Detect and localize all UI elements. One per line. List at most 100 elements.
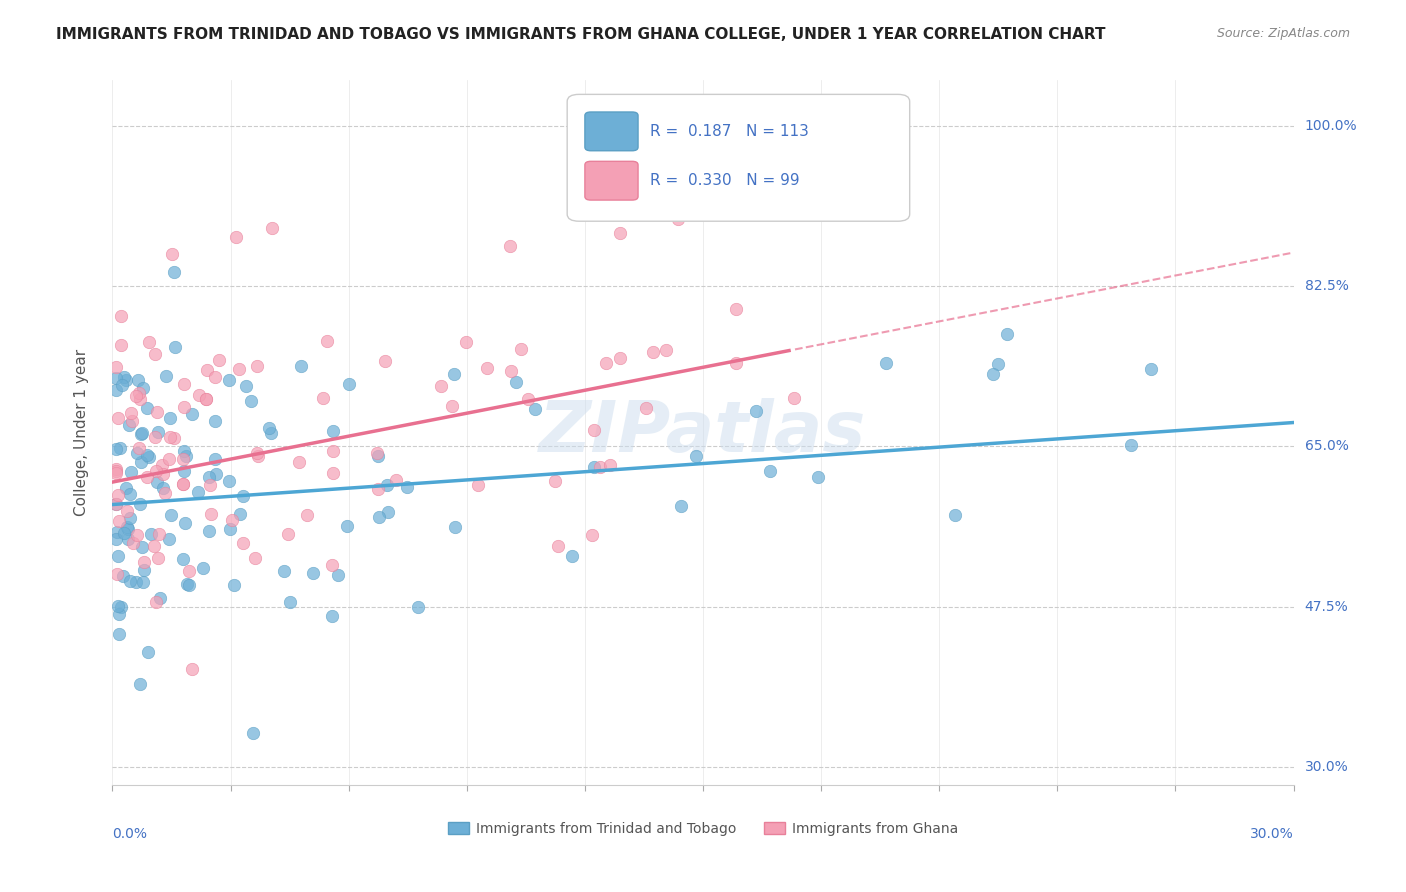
Point: [195, 392, 218, 406]
Point: [195, 392, 218, 406]
Point: [195, 363, 218, 377]
Point: [875, 356, 897, 370]
Point: [987, 357, 1010, 371]
Point: [443, 367, 465, 381]
Text: 47.5%: 47.5%: [1305, 599, 1348, 614]
Point: [295, 508, 318, 522]
Point: [745, 404, 768, 418]
Point: [146, 405, 169, 419]
Point: [142, 539, 165, 553]
Point: [129, 426, 152, 441]
FancyBboxPatch shape: [585, 112, 638, 151]
Point: [302, 566, 325, 580]
Point: [136, 401, 159, 415]
Point: [132, 574, 155, 589]
Point: [655, 343, 678, 358]
Point: [107, 514, 129, 528]
Point: [179, 578, 201, 592]
Point: [152, 481, 174, 495]
Point: [143, 430, 166, 444]
Point: [406, 599, 429, 614]
Point: [105, 497, 128, 511]
Point: [724, 356, 747, 370]
Point: [225, 230, 247, 244]
Text: 30.0%: 30.0%: [1250, 827, 1294, 841]
Point: [105, 371, 128, 385]
Point: [368, 509, 391, 524]
Point: [105, 567, 128, 582]
Text: 30.0%: 30.0%: [1305, 760, 1348, 773]
Point: [595, 356, 617, 370]
Point: [111, 377, 134, 392]
Text: IMMIGRANTS FROM TRINIDAD AND TOBAGO VS IMMIGRANTS FROM GHANA COLLEGE, UNDER 1 YE: IMMIGRANTS FROM TRINIDAD AND TOBAGO VS I…: [56, 27, 1105, 42]
Point: [609, 226, 631, 240]
Point: [187, 484, 209, 499]
Point: [172, 476, 194, 491]
Point: [117, 523, 139, 537]
Point: [155, 485, 177, 500]
Point: [107, 626, 129, 640]
Point: [163, 340, 186, 354]
Point: [377, 477, 399, 491]
Point: [110, 309, 132, 323]
Point: [150, 458, 173, 472]
Point: [583, 423, 606, 437]
Point: [107, 487, 129, 501]
Point: [127, 373, 149, 387]
Point: [321, 558, 343, 573]
Point: [544, 475, 567, 489]
Point: [148, 527, 170, 541]
Point: [669, 499, 692, 513]
Point: [589, 460, 612, 475]
Text: R =  0.330   N = 99: R = 0.330 N = 99: [650, 173, 800, 188]
Point: [315, 334, 337, 348]
Point: [240, 394, 263, 409]
Point: [172, 451, 194, 466]
Point: [128, 677, 150, 691]
Point: [124, 388, 146, 402]
Point: [105, 360, 128, 375]
Point: [312, 392, 335, 406]
Point: [326, 568, 349, 582]
Point: [176, 577, 198, 591]
Point: [322, 466, 344, 480]
Point: [107, 607, 129, 621]
Point: [685, 449, 707, 463]
Point: [772, 205, 794, 219]
Point: [277, 526, 299, 541]
Point: [146, 475, 169, 489]
Point: [366, 446, 388, 460]
Point: [278, 595, 301, 609]
Point: [172, 477, 194, 491]
Point: [146, 425, 169, 439]
Point: [499, 364, 522, 378]
Point: [138, 335, 160, 350]
Point: [115, 520, 138, 534]
Point: [783, 392, 806, 406]
Point: [339, 376, 361, 391]
Point: [177, 565, 200, 579]
Text: 82.5%: 82.5%: [1305, 279, 1348, 293]
Point: [759, 464, 782, 478]
Point: [385, 473, 408, 487]
Point: [200, 507, 222, 521]
Point: [173, 376, 195, 391]
Point: [129, 392, 152, 407]
Point: [121, 415, 143, 429]
Point: [983, 367, 1005, 381]
Point: [120, 406, 142, 420]
Point: [160, 508, 183, 523]
Point: [105, 462, 128, 476]
Point: [157, 533, 180, 547]
Point: [943, 508, 966, 523]
Point: [219, 522, 242, 536]
Point: [163, 431, 186, 445]
Point: [499, 239, 522, 253]
Point: [374, 353, 396, 368]
Point: [105, 467, 128, 481]
Point: [155, 369, 177, 384]
Point: [205, 467, 228, 482]
Point: [218, 373, 240, 387]
Point: [235, 379, 257, 393]
Point: [229, 507, 252, 521]
